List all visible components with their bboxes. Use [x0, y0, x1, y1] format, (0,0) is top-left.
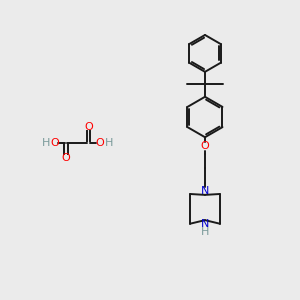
Text: H: H [41, 138, 50, 148]
Text: N: N [201, 186, 209, 196]
Text: O: O [201, 141, 209, 151]
Text: H: H [104, 138, 113, 148]
Text: H: H [201, 227, 209, 237]
Text: N: N [201, 219, 209, 229]
Text: O: O [61, 153, 70, 163]
Text: O: O [50, 138, 59, 148]
Text: O: O [84, 122, 93, 132]
Text: O: O [95, 138, 104, 148]
